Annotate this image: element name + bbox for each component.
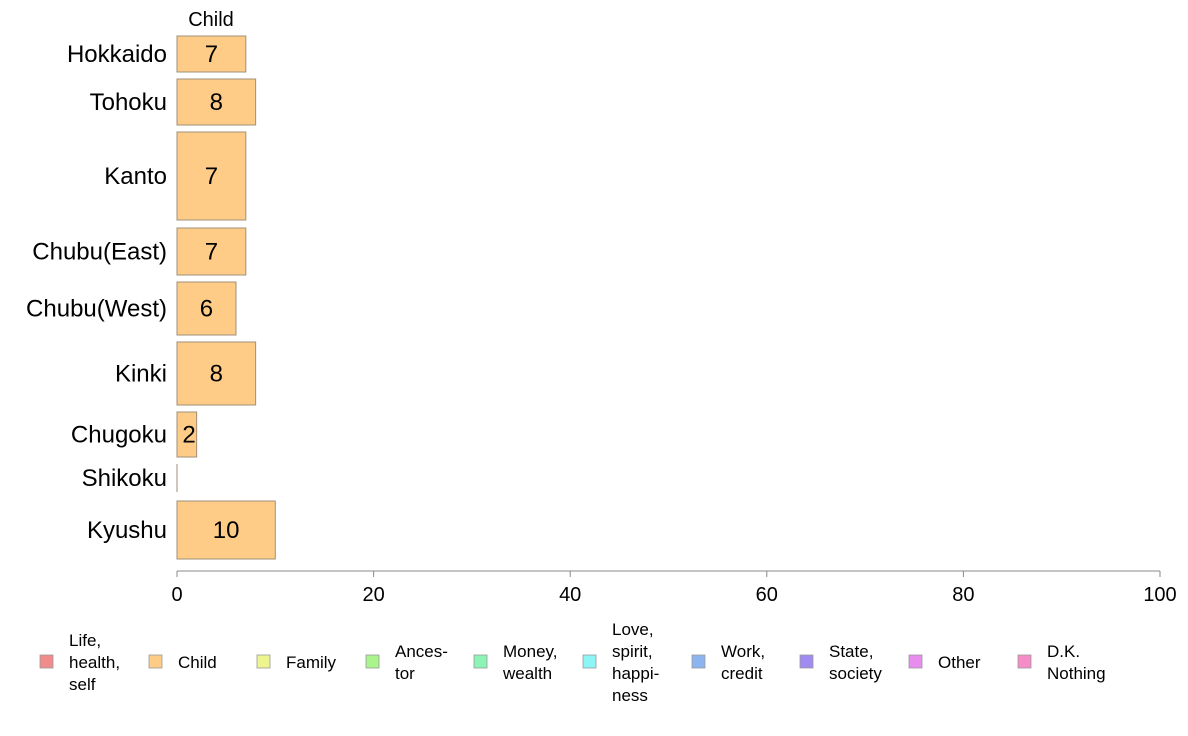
legend-label: Work, bbox=[721, 642, 765, 661]
legend-swatch bbox=[256, 654, 271, 669]
legend-label: tor bbox=[395, 664, 415, 683]
bar-value-label: 2 bbox=[182, 422, 195, 449]
legend-label: credit bbox=[721, 664, 763, 683]
category-label: Chugoku bbox=[71, 422, 167, 449]
legend-label: happi- bbox=[612, 664, 659, 683]
category-label: Shikoku bbox=[82, 465, 167, 492]
legend-label: Money, bbox=[503, 642, 558, 661]
legend-label: society bbox=[829, 664, 882, 683]
legend-label: State, bbox=[829, 642, 873, 661]
legend-swatch bbox=[365, 654, 380, 669]
legend: Life, health, self Child Family Ances-tor Mone… bbox=[39, 620, 1106, 705]
legend-label: Other bbox=[938, 653, 981, 672]
category-labels-group: Hokkaido Tohoku Kanto Chubu(East) Chubu(West… bbox=[26, 41, 167, 544]
category-label: Tohoku bbox=[90, 89, 167, 116]
bars-group bbox=[176, 35, 276, 560]
legend-label: self bbox=[69, 675, 96, 694]
bar-value-label: 7 bbox=[205, 239, 218, 266]
x-tick-label: 80 bbox=[952, 584, 974, 606]
legend-label: Ances- bbox=[395, 642, 448, 661]
legend-label: Child bbox=[178, 653, 217, 672]
legend-label: D.K. bbox=[1047, 642, 1080, 661]
legend-swatch bbox=[582, 654, 597, 669]
category-label: Kinki bbox=[115, 361, 167, 388]
x-tick-label: 100 bbox=[1143, 584, 1176, 606]
legend-label: Love, bbox=[612, 620, 654, 639]
x-tick-label: 60 bbox=[756, 584, 778, 606]
category-label: Chubu(East) bbox=[32, 239, 167, 266]
bar-kyushu bbox=[176, 500, 276, 560]
bar-hokkaido bbox=[176, 35, 247, 73]
bar-kinki bbox=[176, 341, 257, 406]
bar-tohoku bbox=[176, 78, 257, 126]
legend-label: wealth bbox=[502, 664, 552, 683]
legend-swatch bbox=[39, 654, 54, 669]
bar-value-label: 7 bbox=[205, 163, 218, 190]
bar-value-label: 8 bbox=[210, 361, 223, 388]
bar-chubu-east- bbox=[176, 227, 247, 276]
legend-swatch bbox=[799, 654, 814, 669]
bar-value-label: 10 bbox=[213, 517, 240, 544]
legend-swatch bbox=[473, 654, 488, 669]
x-tick-label: 0 bbox=[171, 584, 182, 606]
bar-value-label: 8 bbox=[210, 89, 223, 116]
legend-label: spirit, bbox=[612, 642, 653, 661]
category-label: Hokkaido bbox=[67, 41, 167, 68]
legend-label: health, bbox=[69, 653, 120, 672]
bar-value-label: 6 bbox=[200, 296, 213, 323]
legend-label: ness bbox=[612, 686, 648, 705]
chart-title: Child bbox=[188, 9, 234, 31]
legend-swatch bbox=[148, 654, 163, 669]
category-label: Kyushu bbox=[87, 517, 167, 544]
legend-label: Family bbox=[286, 653, 337, 672]
bar-kanto bbox=[176, 131, 247, 221]
legend-label: Life, bbox=[69, 631, 101, 650]
bar-value-label: 7 bbox=[205, 41, 218, 68]
bar-labels-group: 7 8 7 7 6 8 2 10 bbox=[182, 41, 239, 544]
category-label: Chubu(West) bbox=[26, 296, 167, 323]
bar-chugoku bbox=[176, 411, 198, 458]
legend-label: Nothing bbox=[1047, 664, 1106, 683]
category-label: Kanto bbox=[104, 163, 167, 190]
x-tick-label: 40 bbox=[559, 584, 581, 606]
x-axis: 0 20 40 60 80 100 bbox=[171, 570, 1177, 606]
legend-swatch bbox=[1017, 654, 1032, 669]
bar-chubu-west- bbox=[176, 281, 237, 336]
legend-swatch bbox=[691, 654, 706, 669]
x-tick-label: 20 bbox=[362, 584, 384, 606]
legend-swatch bbox=[908, 654, 923, 669]
